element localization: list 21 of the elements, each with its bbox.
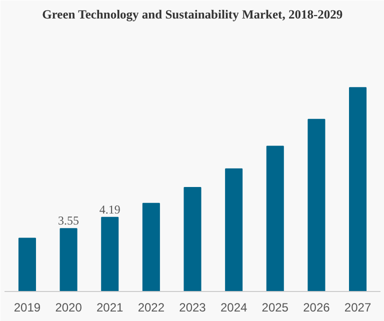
- bar: [101, 216, 119, 292]
- bar: [18, 238, 36, 292]
- x-tick-label: 2019: [14, 300, 41, 314]
- x-tick-label: 2022: [138, 300, 165, 314]
- bar: [184, 186, 202, 292]
- x-tick-label: 2023: [179, 300, 206, 314]
- x-tick-label: 2027: [344, 300, 372, 314]
- x-tick-label: 2026: [303, 300, 330, 314]
- bar: [266, 146, 284, 292]
- data-label: 3.55: [58, 214, 80, 228]
- bar: [142, 202, 160, 292]
- x-tick-label: 2025: [262, 300, 289, 314]
- x-tick-label: 2020: [55, 300, 82, 314]
- chart-title: Green Technology and Sustainability Market, 2018-2029: [42, 8, 343, 22]
- bar: [308, 118, 326, 292]
- bar: [225, 168, 243, 292]
- bar: [60, 228, 78, 292]
- data-label: 4.19: [99, 202, 120, 216]
- x-tick-label: 2024: [220, 300, 248, 314]
- x-tick-label: 2021: [96, 300, 124, 314]
- bar: [349, 87, 367, 292]
